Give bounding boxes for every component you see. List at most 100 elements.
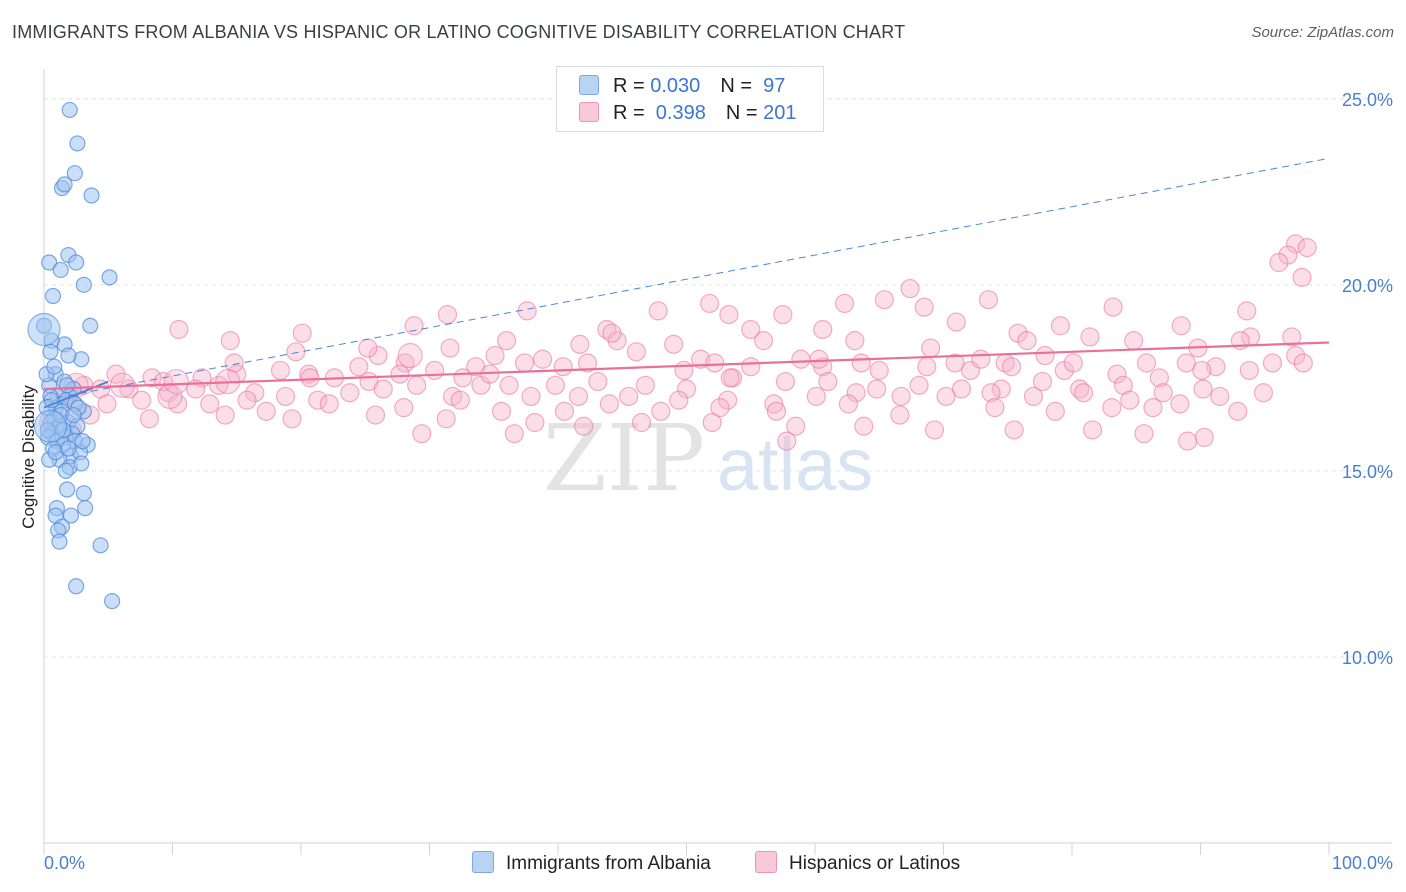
data-point-hispanics <box>1032 371 1053 392</box>
data-point-hispanics <box>775 371 796 392</box>
data-point-hispanics <box>440 338 460 358</box>
data-point-albania <box>44 287 62 305</box>
data-point-hispanics <box>1134 424 1154 444</box>
data-point-hispanics <box>574 416 594 436</box>
data-point-hispanics <box>491 401 512 421</box>
series-albania-points <box>27 101 121 610</box>
data-point-albania <box>59 481 76 498</box>
data-point-hispanics <box>851 353 871 373</box>
y-tick-label: 25.0% <box>1342 90 1393 110</box>
data-point-hispanics <box>1239 360 1259 381</box>
data-point-hispanics <box>1262 353 1283 373</box>
chart-title: IMMIGRANTS FROM ALBANIA VS HISPANIC OR L… <box>12 22 906 42</box>
data-point-hispanics <box>1178 431 1198 451</box>
source-credit: Source: ZipAtlas.com <box>1251 24 1394 41</box>
data-point-albania <box>101 269 118 286</box>
data-point-hispanics <box>705 353 725 373</box>
data-point-albania <box>75 276 92 293</box>
data-point-hispanics <box>1210 386 1230 407</box>
data-point-hispanics <box>1080 327 1100 347</box>
legend-row-hispanics: R = 0.398 N = 201 <box>579 102 796 126</box>
data-point-albania <box>42 343 59 360</box>
data-point-hispanics <box>791 349 811 369</box>
data-point-hispanics <box>669 390 689 410</box>
data-point-hispanics <box>806 386 826 407</box>
data-point-hispanics <box>946 312 966 332</box>
legend-r-value: 0.398 <box>650 102 706 124</box>
bottom-legend-albania: Immigrants from Albania <box>472 851 711 875</box>
data-point-albania <box>68 254 85 271</box>
bottom-legend-label-albania: Immigrants from Albania <box>506 853 711 874</box>
data-point-albania <box>65 406 82 424</box>
data-point-hispanics <box>397 342 423 369</box>
data-point-hispanics <box>163 368 189 395</box>
data-point-hispanics <box>1050 316 1071 336</box>
data-point-hispanics <box>599 394 620 414</box>
y-axis-label: Cognitive Disability <box>19 385 38 529</box>
trend-line-hispanics <box>43 341 1330 391</box>
data-point-hispanics <box>845 331 865 351</box>
data-point-hispanics <box>985 398 1005 418</box>
data-point-hispanics <box>553 357 573 377</box>
data-point-hispanics <box>1297 238 1317 258</box>
data-point-hispanics <box>766 401 787 421</box>
data-point-hispanics <box>132 390 152 410</box>
data-point-hispanics <box>1136 353 1157 373</box>
data-point-hispanics <box>215 405 235 425</box>
data-point-hispanics <box>635 375 655 395</box>
data-point-albania <box>83 187 100 204</box>
data-point-hispanics <box>390 364 410 384</box>
data-point-hispanics <box>674 360 694 381</box>
legend-r-label: R = <box>613 75 651 97</box>
data-point-hispanics <box>854 416 874 436</box>
data-point-hispanics <box>1124 331 1144 351</box>
legend-swatch-albania <box>579 75 599 95</box>
data-point-hispanics <box>1293 353 1313 373</box>
data-point-hispanics <box>300 368 320 388</box>
data-point-hispanics <box>319 394 339 414</box>
bottom-legend-hispanics: Hispanics or Latinos <box>755 851 960 875</box>
data-point-hispanics <box>1176 353 1196 373</box>
data-point-hispanics <box>719 304 739 325</box>
data-point-hispanics <box>890 405 910 425</box>
data-point-hispanics <box>568 386 589 407</box>
data-point-albania <box>52 261 69 279</box>
y-tick-label: 10.0% <box>1342 648 1393 668</box>
data-point-hispanics <box>945 353 965 373</box>
data-point-hispanics <box>588 371 608 392</box>
data-point-hispanics <box>1282 327 1302 347</box>
data-point-hispanics <box>577 353 598 373</box>
bottom-legend-swatch-hispanics <box>755 851 777 873</box>
data-point-hispanics <box>777 431 797 451</box>
data-point-hispanics <box>764 394 784 414</box>
data-point-hispanics <box>425 360 445 381</box>
data-point-albania <box>66 165 83 182</box>
data-point-hispanics <box>308 390 328 410</box>
data-point-hispanics <box>700 293 720 314</box>
grid-lines <box>44 98 1392 658</box>
data-point-albania <box>41 254 58 271</box>
data-point-hispanics <box>521 386 541 407</box>
data-point-hispanics <box>200 394 220 414</box>
data-point-hispanics <box>1253 383 1274 403</box>
trend-line-albania-solid <box>43 380 109 409</box>
data-point-hispanics <box>846 383 866 403</box>
data-point-hispanics <box>1228 401 1248 421</box>
data-point-albania <box>104 593 121 610</box>
legend-n-value: 201 <box>763 102 797 124</box>
data-point-albania <box>51 533 68 550</box>
data-point-hispanics <box>1073 383 1094 403</box>
data-point-hispanics <box>813 319 833 340</box>
data-point-hispanics <box>1192 360 1212 381</box>
data-point-hispanics <box>834 293 855 314</box>
data-point-hispanics <box>1120 390 1140 410</box>
data-point-hispanics <box>286 342 306 362</box>
data-point-hispanics <box>1285 345 1306 366</box>
data-point-hispanics <box>237 390 257 410</box>
y-tick-label: 15.0% <box>1342 462 1393 482</box>
data-point-albania <box>92 537 109 554</box>
legend-r-value: 0.030 <box>650 75 701 97</box>
data-point-hispanics <box>786 416 806 436</box>
data-point-albania <box>82 317 99 334</box>
data-point-hispanics <box>981 383 1001 403</box>
